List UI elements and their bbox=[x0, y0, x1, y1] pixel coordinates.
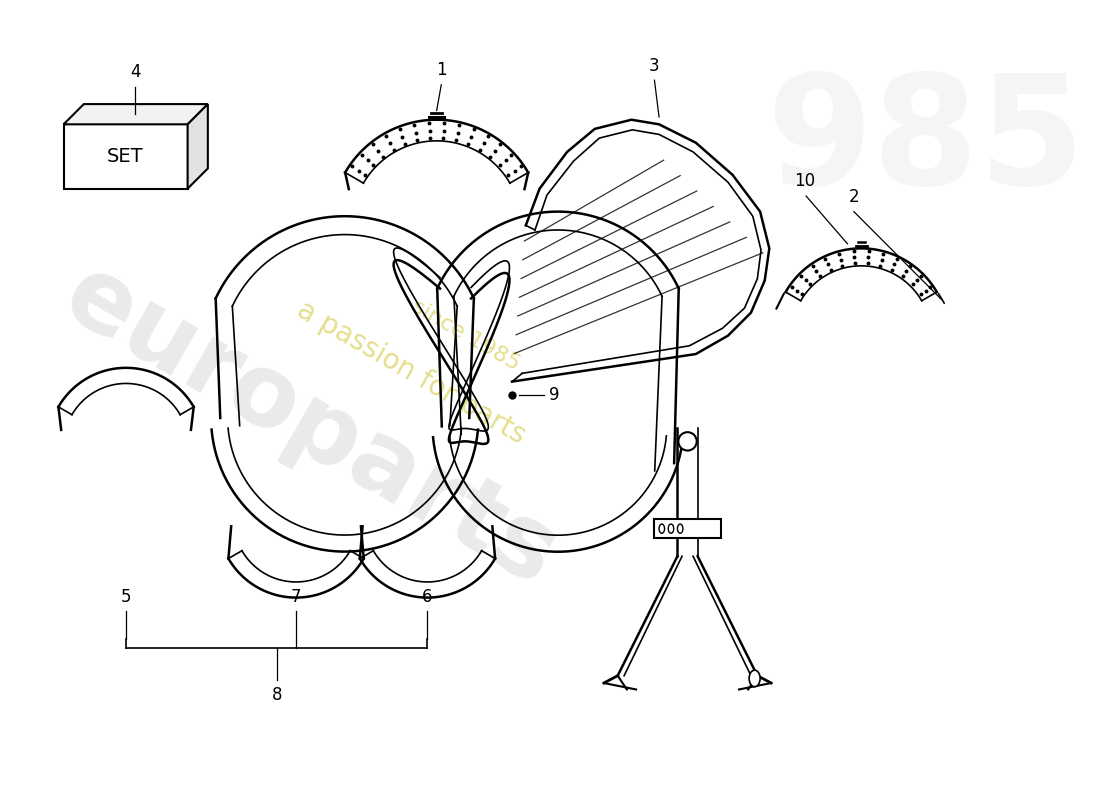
Text: 7: 7 bbox=[290, 588, 301, 606]
Text: 3: 3 bbox=[649, 57, 660, 74]
Text: 1: 1 bbox=[436, 62, 447, 79]
Polygon shape bbox=[654, 519, 720, 538]
Ellipse shape bbox=[749, 670, 760, 686]
Text: 9: 9 bbox=[549, 386, 559, 405]
Circle shape bbox=[679, 432, 696, 450]
Text: since 1985: since 1985 bbox=[408, 297, 524, 374]
Text: 2: 2 bbox=[848, 188, 859, 206]
Ellipse shape bbox=[678, 524, 683, 534]
Text: a passion for parts: a passion for parts bbox=[292, 295, 530, 450]
Ellipse shape bbox=[659, 524, 664, 534]
Text: 4: 4 bbox=[130, 63, 141, 81]
Text: 985: 985 bbox=[766, 68, 1085, 217]
Text: 8: 8 bbox=[272, 686, 282, 704]
Ellipse shape bbox=[668, 524, 673, 534]
Text: europarts: europarts bbox=[46, 247, 573, 608]
Text: 6: 6 bbox=[422, 588, 432, 606]
Polygon shape bbox=[64, 124, 188, 189]
Polygon shape bbox=[64, 104, 208, 124]
Text: 10: 10 bbox=[794, 173, 815, 190]
Polygon shape bbox=[188, 104, 208, 189]
Text: SET: SET bbox=[107, 147, 143, 166]
Text: 5: 5 bbox=[121, 588, 131, 606]
